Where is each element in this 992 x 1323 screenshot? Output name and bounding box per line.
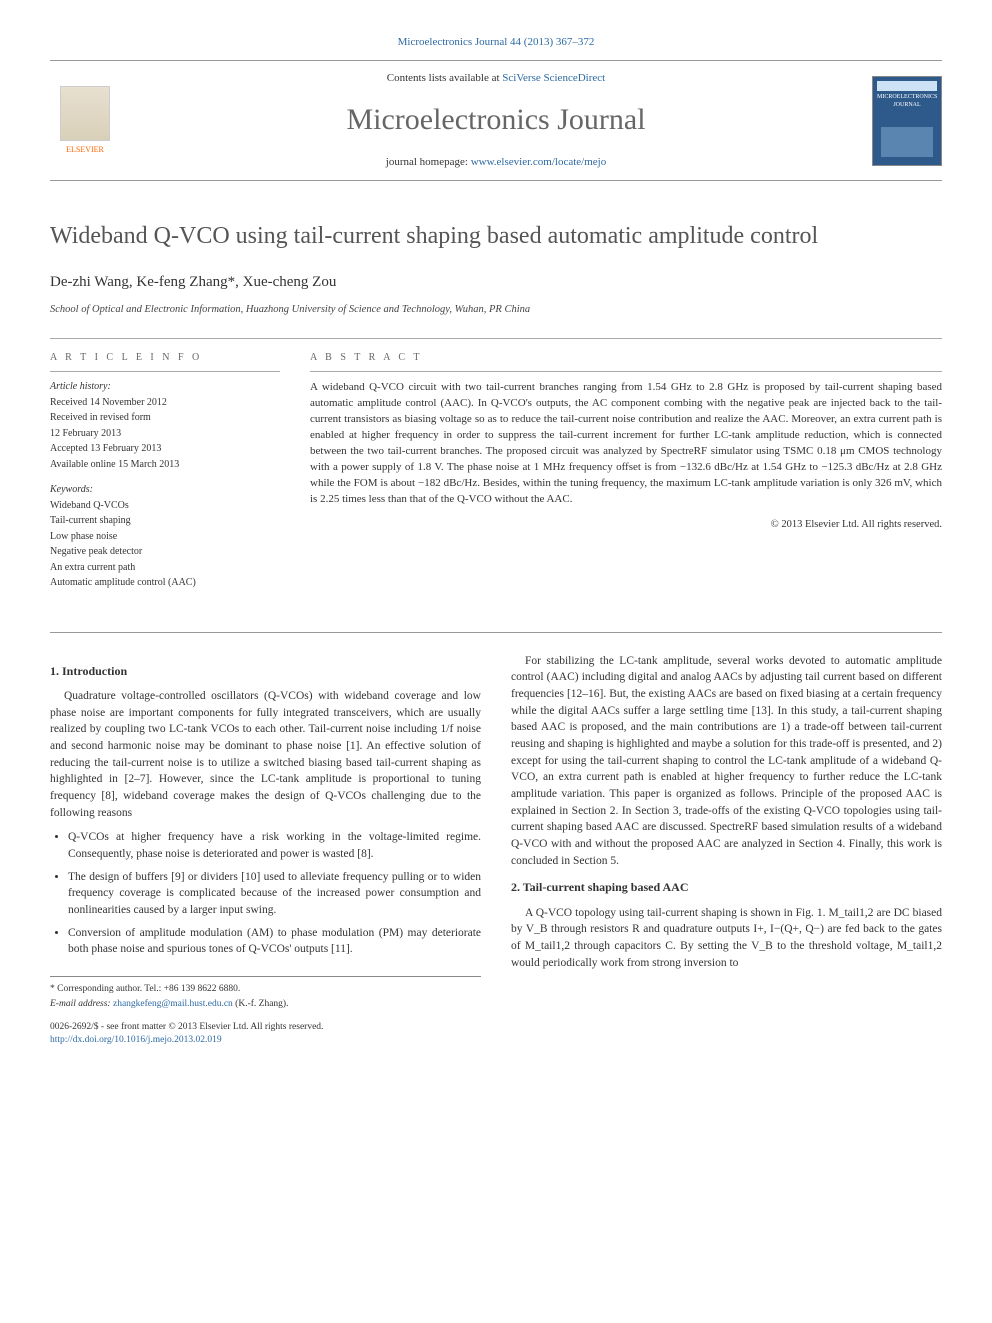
keyword: An extra current path [50, 561, 280, 575]
email-tail: (K.-f. Zhang). [235, 999, 288, 1009]
history-line: 12 February 2013 [50, 427, 280, 441]
elsevier-tree-icon [60, 86, 110, 141]
rule-mid [50, 632, 942, 633]
keyword: Low phase noise [50, 530, 280, 544]
keyword: Wideband Q-VCOs [50, 499, 280, 513]
body-columns: 1. Introduction Quadrature voltage-contr… [50, 653, 942, 1049]
email-line: E-mail address: zhangkefeng@mail.hust.ed… [50, 998, 481, 1011]
footnotes: * Corresponding author. Tel.: +86 139 86… [50, 976, 481, 1011]
page-bottom-left: 0026-2692/$ - see front matter © 2013 El… [50, 1021, 481, 1049]
corresponding-author: * Corresponding author. Tel.: +86 139 86… [50, 983, 481, 996]
history-line: Accepted 13 February 2013 [50, 442, 280, 456]
doi-link[interactable]: http://dx.doi.org/10.1016/j.mejo.2013.02… [50, 1035, 222, 1045]
abstract-text: A wideband Q-VCO circuit with two tail-c… [310, 380, 942, 508]
article-title: Wideband Q-VCO using tail-current shapin… [50, 221, 942, 252]
history-line: Received 14 November 2012 [50, 396, 280, 410]
history-line: Available online 15 March 2013 [50, 458, 280, 472]
email-label: E-mail address: [50, 999, 113, 1009]
sciencedirect-link[interactable]: SciVerse ScienceDirect [502, 72, 605, 84]
article-info-hdr: A R T I C L E I N F O [50, 351, 280, 372]
issn-line: 0026-2692/$ - see front matter © 2013 El… [50, 1021, 323, 1035]
keyword: Negative peak detector [50, 545, 280, 559]
homepage-prefix: journal homepage: [386, 156, 471, 168]
cover-label: MICROELECTRONICS JOURNAL [877, 93, 937, 110]
right-column: For stabilizing the LC-tank amplitude, s… [511, 653, 942, 1049]
info-row: A R T I C L E I N F O Article history: R… [50, 338, 942, 602]
left-column: 1. Introduction Quadrature voltage-contr… [50, 653, 481, 1049]
history-label: Article history: [50, 381, 111, 392]
bullet: Q-VCOs at higher frequency have a risk w… [68, 829, 481, 862]
section-1-heading: 1. Introduction [50, 663, 481, 680]
article-info: A R T I C L E I N F O Article history: R… [50, 351, 280, 602]
contents-prefix: Contents lists available at [387, 72, 502, 84]
keywords-block: Keywords: Wideband Q-VCOs Tail-current s… [50, 483, 280, 590]
keyword: Automatic amplitude control (AAC) [50, 576, 280, 590]
bullet: Conversion of amplitude modulation (AM) … [68, 925, 481, 958]
keyword: Tail-current shaping [50, 514, 280, 528]
email-link[interactable]: zhangkefeng@mail.hust.edu.cn [113, 999, 233, 1009]
intro-bullets: Q-VCOs at higher frequency have a risk w… [68, 829, 481, 958]
abstract-col: A B S T R A C T A wideband Q-VCO circuit… [310, 351, 942, 602]
contents-line: Contents lists available at SciVerse Sci… [135, 71, 857, 86]
journal-cover-thumb: MICROELECTRONICS JOURNAL [872, 76, 942, 166]
abstract-hdr: A B S T R A C T [310, 351, 942, 372]
right-p1: For stabilizing the LC-tank amplitude, s… [511, 653, 942, 870]
elsevier-logo: ELSEVIER [50, 81, 120, 161]
journal-name: Microelectronics Journal [135, 99, 857, 141]
bullet: The design of buffers [9] or dividers [1… [68, 869, 481, 919]
journal-banner: ELSEVIER Contents lists available at Sci… [50, 61, 942, 181]
keywords-label: Keywords: [50, 484, 93, 495]
section-2-heading: 2. Tail-current shaping based AAC [511, 879, 942, 896]
banner-center: Contents lists available at SciVerse Sci… [135, 71, 857, 170]
publisher-name: ELSEVIER [66, 144, 104, 155]
history-line: Received in revised form [50, 411, 280, 425]
abstract-copyright: © 2013 Elsevier Ltd. All rights reserved… [310, 518, 942, 533]
citation-line: Microelectronics Journal 44 (2013) 367–3… [50, 35, 942, 50]
history-block: Article history: Received 14 November 20… [50, 380, 280, 471]
homepage-line: journal homepage: www.elsevier.com/locat… [135, 155, 857, 170]
authors: De-zhi Wang, Ke-feng Zhang*, Xue-cheng Z… [50, 272, 942, 293]
right-p2: A Q-VCO topology using tail-current shap… [511, 905, 942, 972]
affiliation: School of Optical and Electronic Informa… [50, 303, 942, 318]
intro-p1: Quadrature voltage-controlled oscillator… [50, 688, 481, 821]
homepage-link[interactable]: www.elsevier.com/locate/mejo [471, 156, 607, 168]
